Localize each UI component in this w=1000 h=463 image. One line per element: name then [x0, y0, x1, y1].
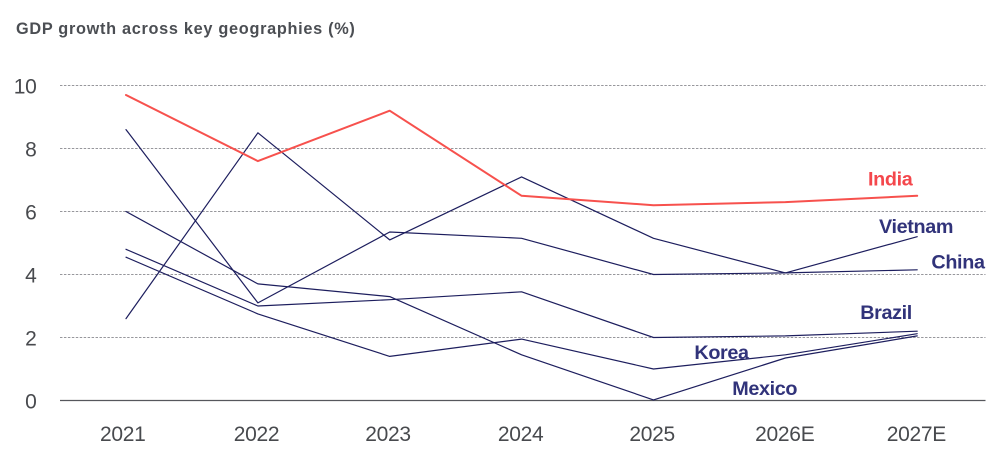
- svg-text:2025: 2025: [629, 423, 675, 446]
- svg-text:Mexico: Mexico: [732, 378, 797, 400]
- svg-text:2027E: 2027E: [887, 423, 947, 446]
- svg-text:0: 0: [25, 391, 36, 414]
- svg-text:2022: 2022: [234, 423, 280, 446]
- svg-text:2: 2: [25, 328, 36, 351]
- svg-text:2021: 2021: [100, 423, 146, 446]
- svg-text:2024: 2024: [498, 423, 544, 446]
- svg-text:2023: 2023: [365, 423, 411, 446]
- svg-text:Korea: Korea: [694, 342, 750, 364]
- svg-text:China: China: [931, 251, 986, 273]
- svg-text:2026E: 2026E: [755, 423, 815, 446]
- svg-text:GDP growth across key geograph: GDP growth across key geographies (%): [16, 20, 356, 38]
- svg-text:10: 10: [14, 76, 37, 99]
- svg-text:8: 8: [25, 139, 36, 162]
- svg-text:India: India: [868, 169, 914, 191]
- svg-text:Brazil: Brazil: [860, 302, 912, 324]
- svg-text:6: 6: [25, 202, 36, 225]
- svg-text:Vietnam: Vietnam: [879, 216, 953, 238]
- svg-text:4: 4: [25, 265, 37, 288]
